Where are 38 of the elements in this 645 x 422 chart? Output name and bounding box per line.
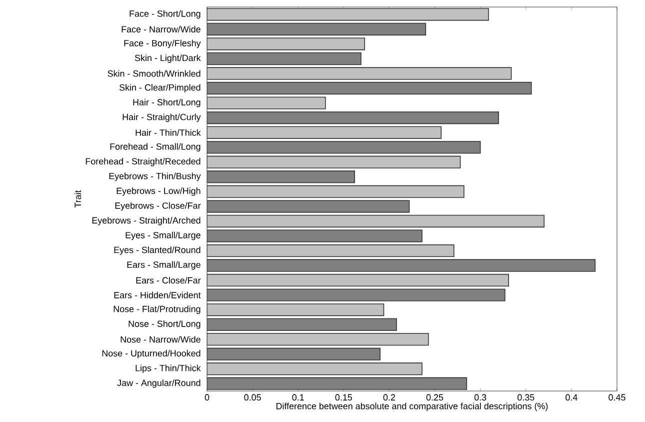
x-tick-label: 0.1 bbox=[292, 394, 304, 401]
y-tick-label: Ears - Hidden/Evident bbox=[114, 292, 201, 298]
y-tick-label: Jaw - Angular/Round bbox=[117, 379, 200, 388]
x-tick-label: 0.3 bbox=[474, 394, 486, 401]
y-tick-label: Hair - Short/Long bbox=[133, 98, 200, 108]
y-tick-label: Face - Bony/Fleshy bbox=[124, 40, 201, 48]
x-tick-label: 0.25 bbox=[426, 394, 444, 401]
x-tick-label: 0.4 bbox=[566, 394, 578, 401]
y-axis-title: Trait bbox=[74, 190, 82, 208]
y-tick-label: Face - Short/Long bbox=[130, 10, 200, 19]
y-tick-label: Lips - Thin/Thick bbox=[136, 364, 201, 374]
y-tick-label: Nose - Short/Long bbox=[128, 320, 200, 329]
y-tick-label: Forehead - Small/Long bbox=[110, 143, 200, 152]
y-tick-label: Ears - Close/Far bbox=[136, 276, 201, 284]
x-axis-title: Difference between absolute and comparative facial descriptions (%) bbox=[276, 402, 548, 412]
y-tick-label: Ears - Small/Large bbox=[127, 261, 200, 270]
y-tick-label: Nose - Flat/Protruding bbox=[114, 306, 200, 314]
y-tick-label: Skin - Smooth/Wrinkled bbox=[108, 70, 200, 77]
x-tick-label: 0 bbox=[204, 394, 210, 401]
x-tick-label: 0.35 bbox=[518, 394, 534, 401]
x-tick-label: 0.15 bbox=[335, 394, 352, 401]
x-tick-label: 0.45 bbox=[608, 394, 626, 401]
y-tick-label: Face - Narrow/Wide bbox=[122, 26, 200, 32]
y-tick-label: Eyebrows - Close/Far bbox=[115, 202, 201, 211]
x-tick-label: 0.2 bbox=[383, 394, 396, 401]
y-tick-label: Hair - Straight/Curly bbox=[122, 114, 201, 122]
y-tick-label: Eyes - Slanted/Round bbox=[114, 246, 200, 255]
y-tick-label: Skin - Clear/Pimpled bbox=[120, 84, 200, 92]
x-tick-label: 0.05 bbox=[244, 394, 261, 401]
y-tick-label: Skin - Light/Dark bbox=[134, 54, 201, 63]
y-tick-label: Nose - Upturned/Hooked bbox=[102, 350, 200, 358]
y-tick-label: Nose - Narrow/Wide bbox=[120, 336, 200, 343]
y-tick-label: Eyebrows - Low/High bbox=[116, 187, 200, 196]
y-tick-label: Eyes - Small/Large bbox=[126, 232, 200, 240]
y-tick-label: Forehead - Straight/Receded bbox=[86, 158, 200, 166]
y-tick-label: Eyebrows - Thin/Bushy bbox=[109, 172, 201, 182]
y-tick-label: Eyebrows - Straight/Arched bbox=[92, 216, 200, 226]
y-tick-label: Hair - Thin/Thick bbox=[136, 129, 201, 136]
